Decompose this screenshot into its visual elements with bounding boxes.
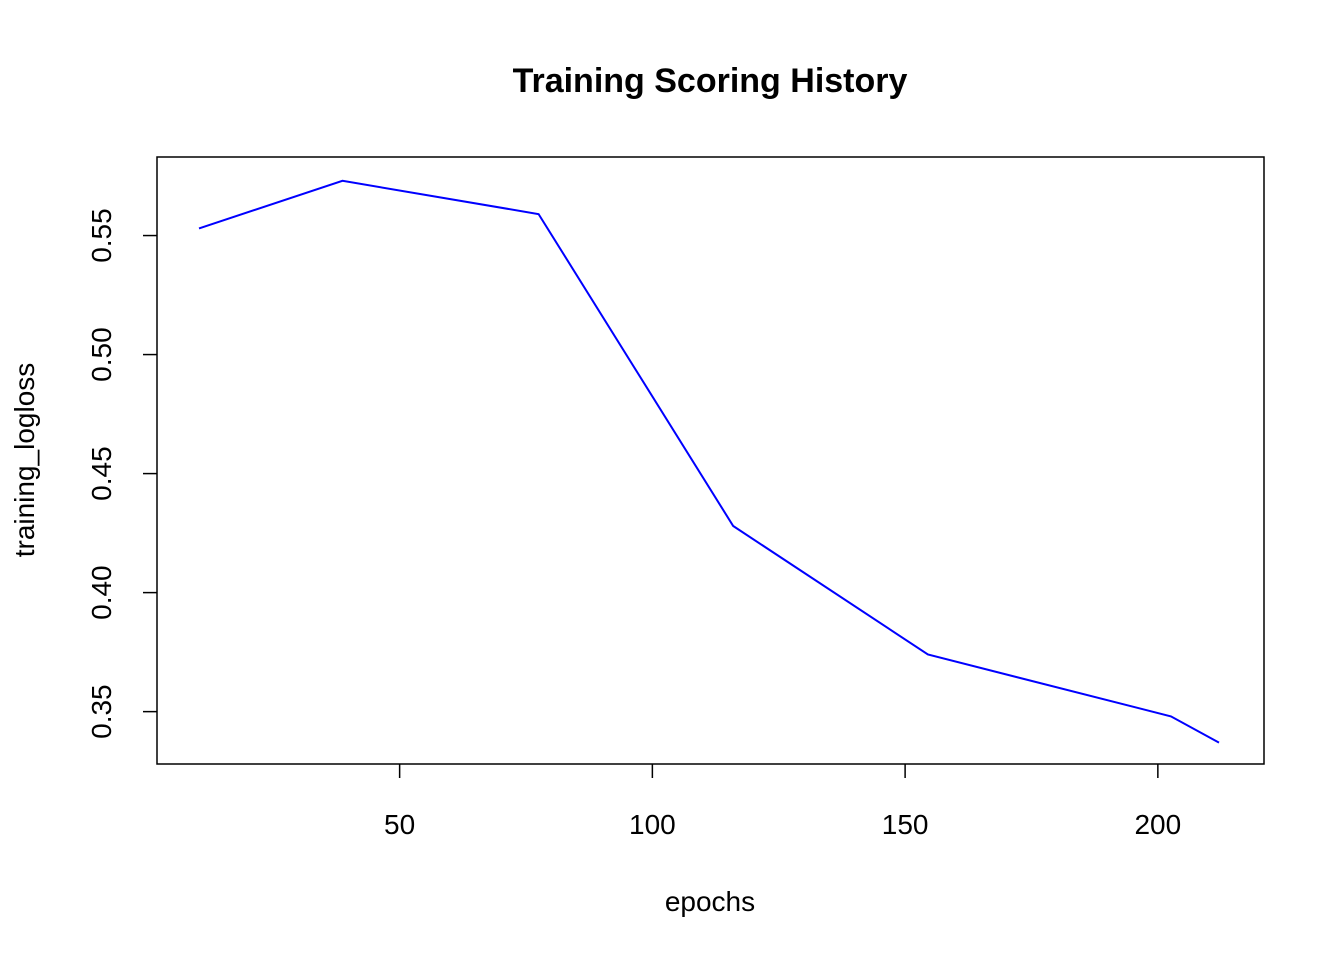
series-line-0	[198, 179, 1220, 744]
y-tick-label: 0.35	[86, 684, 117, 739]
x-tick-label: 100	[629, 809, 676, 840]
x-tick-label: 200	[1134, 809, 1181, 840]
x-tick-label: 50	[384, 809, 415, 840]
y-axis-label: training_logloss	[9, 363, 40, 558]
chart-title: Training Scoring History	[513, 62, 908, 100]
y-axis: 0.35 0.40 0.45 0.50 0.55	[86, 208, 157, 739]
series-layer	[198, 179, 1220, 744]
x-tick-label: 150	[882, 809, 929, 840]
x-axis: 50 100 150 200	[384, 764, 1181, 840]
y-tick-label: 0.45	[86, 446, 117, 501]
y-tick-label: 0.55	[86, 208, 117, 263]
y-tick-label: 0.50	[86, 327, 117, 382]
y-tick-label: 0.40	[86, 565, 117, 620]
plot-frame	[156, 156, 1265, 765]
x-axis-label: epochs	[665, 886, 755, 917]
